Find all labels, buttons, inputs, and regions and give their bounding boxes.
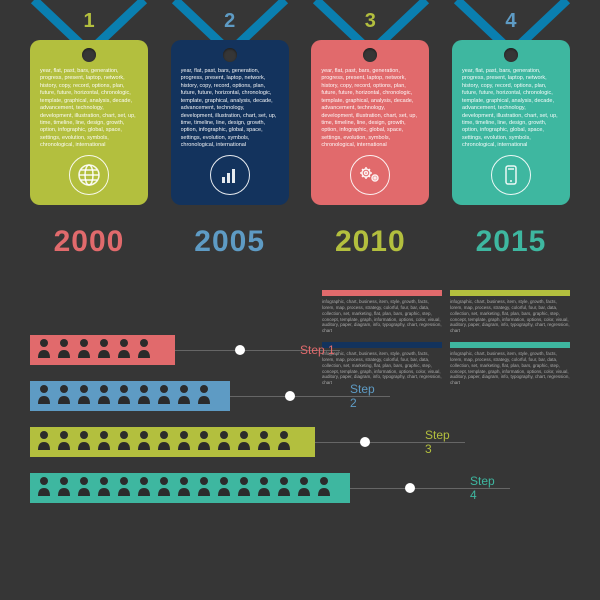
year-label: 2010 — [311, 225, 429, 259]
text-block-bar — [450, 290, 570, 296]
tag-hole — [363, 48, 377, 62]
person-icon — [56, 476, 72, 501]
person-icon — [36, 384, 52, 409]
year-label: 2015 — [452, 225, 570, 259]
person-icon — [196, 384, 212, 409]
person-icon — [156, 476, 172, 501]
connector-dot — [405, 483, 415, 493]
people-bar — [30, 473, 350, 503]
text-block-copy: infographic, chart, business, item, styl… — [450, 351, 570, 386]
person-icon — [136, 430, 152, 455]
person-icon — [96, 430, 112, 455]
text-block: infographic, chart, business, item, styl… — [450, 342, 570, 386]
tag-hole — [82, 48, 96, 62]
person-icon — [56, 338, 72, 363]
person-icon — [56, 430, 72, 455]
person-icon — [176, 384, 192, 409]
tag-hole — [223, 48, 237, 62]
tag-card: 1year, flat, past, bars, generation, pro… — [30, 40, 148, 205]
tag-text: year, flat, past, bars, generation, prog… — [321, 68, 419, 158]
bars-icon — [210, 155, 250, 195]
connector-dot — [235, 345, 245, 355]
tag-card: 3year, flat, past, bars, generation, pro… — [311, 40, 429, 205]
people-bar — [30, 335, 175, 365]
person-icon — [196, 476, 212, 501]
person-icon — [176, 476, 192, 501]
bar-row: Step 3 — [30, 427, 350, 457]
phone-icon — [491, 155, 531, 195]
person-icon — [196, 430, 212, 455]
person-icon — [96, 476, 112, 501]
person-icon — [136, 338, 152, 363]
person-icon — [76, 476, 92, 501]
person-icon — [36, 338, 52, 363]
tag-text: year, flat, past, bars, generation, prog… — [462, 68, 560, 158]
person-icon — [116, 384, 132, 409]
person-icon — [76, 384, 92, 409]
person-icon — [96, 384, 112, 409]
person-icon — [276, 476, 292, 501]
person-icon — [36, 476, 52, 501]
person-icon — [236, 476, 252, 501]
tags-row: 1year, flat, past, bars, generation, pro… — [30, 40, 570, 205]
person-icon — [116, 430, 132, 455]
textblocks: infographic, chart, business, item, styl… — [322, 290, 570, 386]
person-icon — [296, 476, 312, 501]
tag-number: 3 — [365, 10, 376, 33]
tag-card: 2year, flat, past, bars, generation, pro… — [171, 40, 289, 205]
tag-card: 4year, flat, past, bars, generation, pro… — [452, 40, 570, 205]
people-bar — [30, 381, 230, 411]
person-icon — [136, 476, 152, 501]
person-icon — [36, 430, 52, 455]
tag-number: 1 — [83, 10, 94, 33]
text-block: infographic, chart, business, item, styl… — [322, 290, 442, 334]
person-icon — [256, 476, 272, 501]
text-block: infographic, chart, business, item, styl… — [450, 290, 570, 334]
person-icon — [56, 384, 72, 409]
person-icon — [176, 430, 192, 455]
step-label: Step 2 — [350, 382, 375, 410]
connector-dot — [285, 391, 295, 401]
tag-text: year, flat, past, bars, generation, prog… — [40, 68, 138, 158]
year-label: 2000 — [30, 225, 148, 259]
text-block-bar — [322, 290, 442, 296]
person-icon — [236, 430, 252, 455]
step-label: Step 1 — [300, 343, 335, 357]
bars-section: Step 1 Step 2 Step 3 Step 4 — [30, 335, 350, 519]
bar-row: Step 4 — [30, 473, 350, 503]
person-icon — [156, 430, 172, 455]
person-icon — [276, 430, 292, 455]
person-icon — [156, 384, 172, 409]
year-label: 2005 — [171, 225, 289, 259]
person-icon — [136, 384, 152, 409]
person-icon — [116, 338, 132, 363]
bar-row: Step 1 — [30, 335, 350, 365]
person-icon — [256, 430, 272, 455]
text-block-bar — [450, 342, 570, 348]
step-label: Step 3 — [425, 428, 450, 456]
person-icon — [216, 476, 232, 501]
person-icon — [316, 476, 332, 501]
text-block-copy: infographic, chart, business, item, styl… — [322, 299, 442, 334]
globe-icon — [69, 155, 109, 195]
person-icon — [216, 430, 232, 455]
text-block-copy: infographic, chart, business, item, styl… — [450, 299, 570, 334]
tag-hole — [504, 48, 518, 62]
person-icon — [96, 338, 112, 363]
person-icon — [76, 430, 92, 455]
bar-row: Step 2 — [30, 381, 350, 411]
tag-text: year, flat, past, bars, generation, prog… — [181, 68, 279, 158]
tag-number: 2 — [224, 10, 235, 33]
step-label: Step 4 — [470, 474, 495, 502]
person-icon — [76, 338, 92, 363]
people-bar — [30, 427, 315, 457]
tag-number: 4 — [505, 10, 516, 33]
gears-icon — [350, 155, 390, 195]
person-icon — [116, 476, 132, 501]
years-row: 2000 2005 2010 2015 — [30, 225, 570, 259]
connector-dot — [360, 437, 370, 447]
